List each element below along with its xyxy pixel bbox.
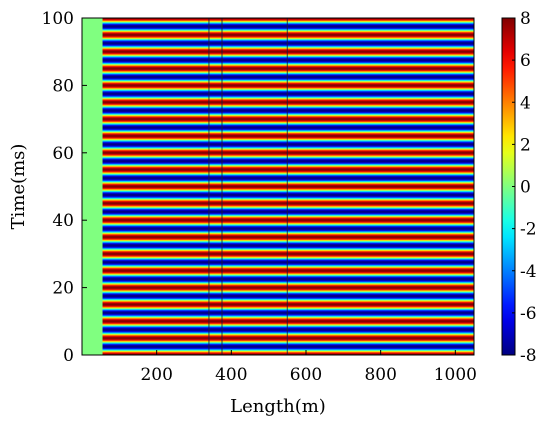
x-tick-label: 1000: [434, 365, 477, 385]
plot-area: [81, 17, 475, 356]
heatmap-quiet-zone: [82, 18, 103, 355]
colorbar-ticks: 8 6 4 2 0 -2 -4 -6 -8: [512, 9, 537, 366]
colorbar-tick-label: -6: [520, 304, 537, 324]
colorbar: 8 6 4 2 0 -2 -4 -6 -8: [501, 9, 537, 366]
x-tick-label: 400: [215, 365, 247, 385]
colorbar-tick-label: 0: [520, 178, 531, 198]
heatmap-dark-lines: [208, 18, 288, 355]
y-tick-label: 0: [63, 346, 74, 366]
y-tick-label: 80: [52, 76, 74, 96]
x-tick-label: 600: [290, 365, 322, 385]
colorbar-tick-label: -4: [520, 262, 537, 282]
colorbar-tick-label: 6: [520, 51, 531, 71]
y-tick-label: 40: [52, 211, 74, 231]
colorbar-tick-label: 8: [520, 9, 531, 29]
plot-frame: [81, 17, 475, 356]
colorbar-tick-label: 2: [520, 135, 531, 155]
x-axis: 200 400 600 800 1000: [140, 350, 477, 385]
y-tick-label: 100: [42, 9, 74, 29]
colorbar-tick-label: -2: [520, 220, 537, 240]
x-axis-title: Length(m): [230, 396, 326, 417]
y-tick-label: 20: [52, 279, 74, 299]
y-tick-label: 60: [52, 144, 74, 164]
x-tick-label: 800: [364, 365, 396, 385]
x-tick-label: 200: [140, 365, 172, 385]
colorbar-tick-label: 4: [520, 93, 531, 113]
colorbar-tick-label: -8: [520, 346, 537, 366]
y-axis: 0 20 40 60 80 100: [42, 9, 87, 366]
heatmap-field: [82, 18, 474, 355]
y-axis-title: Time(ms): [8, 144, 29, 230]
